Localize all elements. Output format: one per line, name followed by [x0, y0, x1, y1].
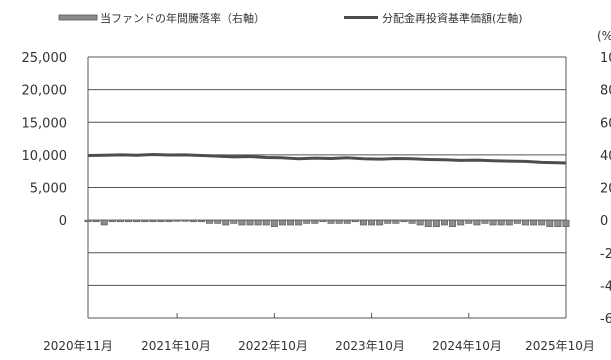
- y-left-tick-label: 0: [59, 214, 67, 229]
- x-tick-labels: 2020年11月 2021年10月 2022年10月 2023年10月 2024年10月…: [43, 339, 595, 353]
- bar: [335, 219, 343, 224]
- bar: [424, 219, 432, 227]
- legend: 当ファンドの年間騰落率（右軸） 分配金再投資基準価額(左軸): [58, 11, 523, 25]
- bar: [473, 219, 481, 226]
- y-left-tick-label: 20,000: [22, 84, 68, 99]
- bar: [465, 219, 473, 224]
- bar: [351, 219, 359, 223]
- bar: [197, 219, 205, 223]
- bar: [116, 219, 124, 223]
- bar: [530, 219, 538, 226]
- bar: [521, 219, 529, 226]
- bar: [100, 219, 108, 226]
- x-tick-label: 2022年10月: [238, 339, 308, 353]
- y-left-tick-label: 15,000: [22, 116, 68, 131]
- bar: [376, 219, 384, 226]
- bar: [92, 219, 100, 223]
- bar: [133, 219, 141, 223]
- grid: [87, 56, 567, 319]
- bar: [554, 219, 562, 227]
- bar: [238, 219, 246, 226]
- bar: [278, 219, 286, 226]
- bar: [141, 219, 149, 223]
- bar: [311, 219, 319, 224]
- x-tick-label: 2025年10月: [525, 339, 595, 353]
- legend-bar-swatch: [58, 14, 98, 21]
- bar: [230, 219, 238, 224]
- bar: [408, 219, 416, 224]
- bar: [287, 219, 295, 226]
- bar: [505, 219, 513, 226]
- x-tick-label: 2023年10月: [335, 339, 405, 353]
- bar: [214, 219, 222, 224]
- y-right-tick-label: -60: [600, 312, 611, 327]
- bar: [270, 219, 278, 227]
- x-tick-label: 2024年10月: [432, 339, 502, 353]
- y-right-tick-label: -20: [600, 247, 611, 262]
- y-right-tick-label: -40: [600, 279, 611, 294]
- bar: [562, 219, 570, 227]
- bar: [206, 219, 214, 224]
- bar: [432, 219, 440, 227]
- bar: [84, 219, 92, 223]
- x-tick-label: 2021年10月: [141, 339, 211, 353]
- y-right-tick-label: 80: [600, 84, 611, 99]
- bar: [262, 219, 270, 226]
- bar: [400, 219, 408, 223]
- bar: [440, 219, 448, 226]
- bar: [303, 219, 311, 224]
- y-right-tick-label: 0: [600, 214, 608, 229]
- bar: [449, 219, 457, 227]
- series-line: [87, 153, 567, 165]
- bar: [497, 219, 505, 226]
- line-series: [87, 153, 567, 165]
- legend-line-label: 分配金再投資基準価額(左軸): [382, 11, 523, 25]
- y-left-tick-label: 5,000: [30, 182, 67, 197]
- y-right-tick-label: 100: [600, 51, 611, 66]
- y-right-tick-label: 60: [600, 116, 611, 131]
- bar: [546, 219, 554, 227]
- y-right-tick-label: 20: [600, 182, 611, 197]
- bar: [457, 219, 465, 226]
- bar: [327, 219, 335, 224]
- bar: [149, 219, 157, 223]
- bar: [157, 219, 165, 223]
- legend-bar-label: 当ファンドの年間騰落率（右軸）: [100, 11, 265, 25]
- y-left-tick-label: 10,000: [22, 149, 68, 164]
- y-left-tick-label: 25,000: [22, 51, 68, 66]
- bar: [125, 219, 132, 223]
- bar-series: [84, 219, 570, 227]
- bar: [173, 219, 181, 222]
- bar: [481, 219, 489, 224]
- bar: [489, 219, 497, 226]
- bar: [181, 219, 189, 222]
- y-right-tick-labels: 100 80 60 40 20 0 -20 -40 -60: [600, 51, 611, 327]
- bar: [254, 219, 262, 226]
- bar: [189, 219, 197, 223]
- bar: [165, 219, 173, 223]
- bar: [538, 219, 546, 226]
- bar: [222, 219, 230, 226]
- y-right-tick-label: 40: [600, 149, 611, 164]
- bar: [513, 219, 521, 224]
- x-tick-label: 2020年11月: [43, 339, 113, 353]
- bar: [295, 219, 303, 226]
- bar: [246, 219, 254, 226]
- bar: [368, 219, 376, 226]
- y-left-tick-labels: 25,000 20,000 15,000 10,000 5,000 0: [22, 51, 68, 229]
- bar: [108, 219, 116, 223]
- bar: [392, 219, 400, 224]
- y-right-unit: (%): [597, 29, 611, 43]
- bar: [416, 219, 424, 226]
- bar: [359, 219, 367, 226]
- bar: [343, 219, 351, 224]
- bar: [319, 219, 327, 223]
- bar: [384, 219, 392, 224]
